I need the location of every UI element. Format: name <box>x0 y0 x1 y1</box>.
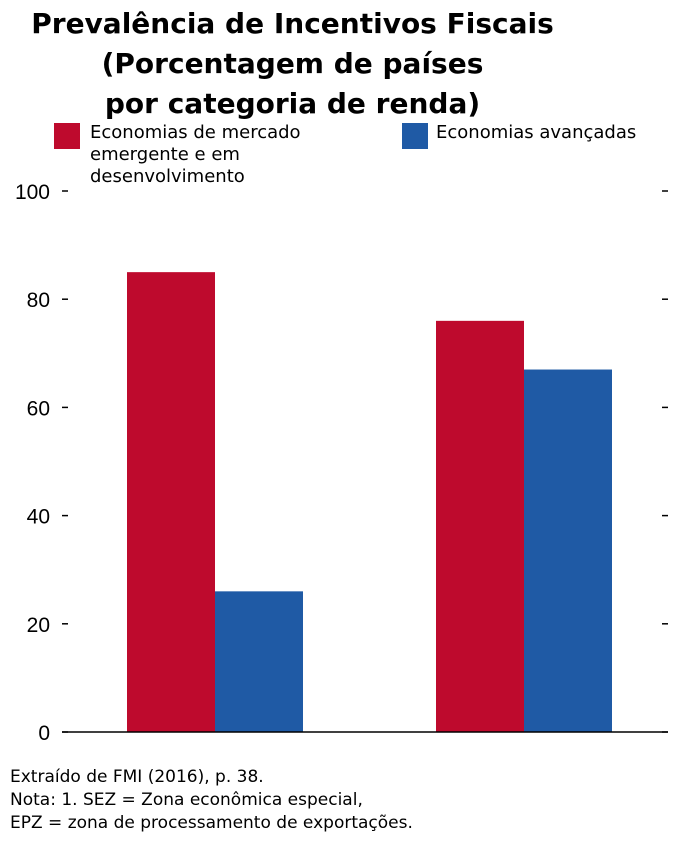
legend-swatch-series2 <box>402 123 428 149</box>
legend-label-series1: Economias de mercado emergente e em dese… <box>90 122 301 188</box>
bar-series2-group2 <box>524 369 612 732</box>
legend-series2-line-1: Economias avançadas <box>436 122 637 143</box>
legend-label-series2: Economias avançadas <box>436 122 636 144</box>
note-line-1: Nota: 1. SEZ = Zona econômica especial, <box>10 790 363 810</box>
chart-title: Prevalência de Incentivos Fiscais (Porce… <box>0 4 585 124</box>
y-tick-label-0: 0 <box>38 722 50 745</box>
legend-series1-line-2: emergente e em <box>90 144 240 165</box>
title-line-3: por categoria de renda) <box>104 87 481 120</box>
y-tick-label-60: 60 <box>27 397 50 420</box>
legend-series1-line-1: Economias de mercado <box>90 122 301 143</box>
bar-series2-group1 <box>215 591 303 732</box>
title-line-2: (Porcentagem de países <box>101 47 484 80</box>
bar-series1-group2 <box>436 320 524 732</box>
y-tick-label-20: 20 <box>27 614 50 637</box>
bar-series1-group1 <box>127 272 215 732</box>
source-note: Extraído de FMI (2016), p. 38. <box>10 767 264 787</box>
title-line-1: Prevalência de Incentivos Fiscais <box>31 7 554 40</box>
y-tick-label-100: 100 <box>15 181 50 204</box>
notes: Extraído de FMI (2016), p. 38. Nota: 1. … <box>10 766 413 835</box>
legend-swatch-series1 <box>54 123 80 149</box>
legend-series1-line-3: desenvolvimento <box>90 166 245 187</box>
y-tick-label-40: 40 <box>27 506 50 529</box>
note-line-2: EPZ = zona de processamento de exportaçõ… <box>10 813 413 833</box>
y-tick-label-80: 80 <box>27 289 50 312</box>
